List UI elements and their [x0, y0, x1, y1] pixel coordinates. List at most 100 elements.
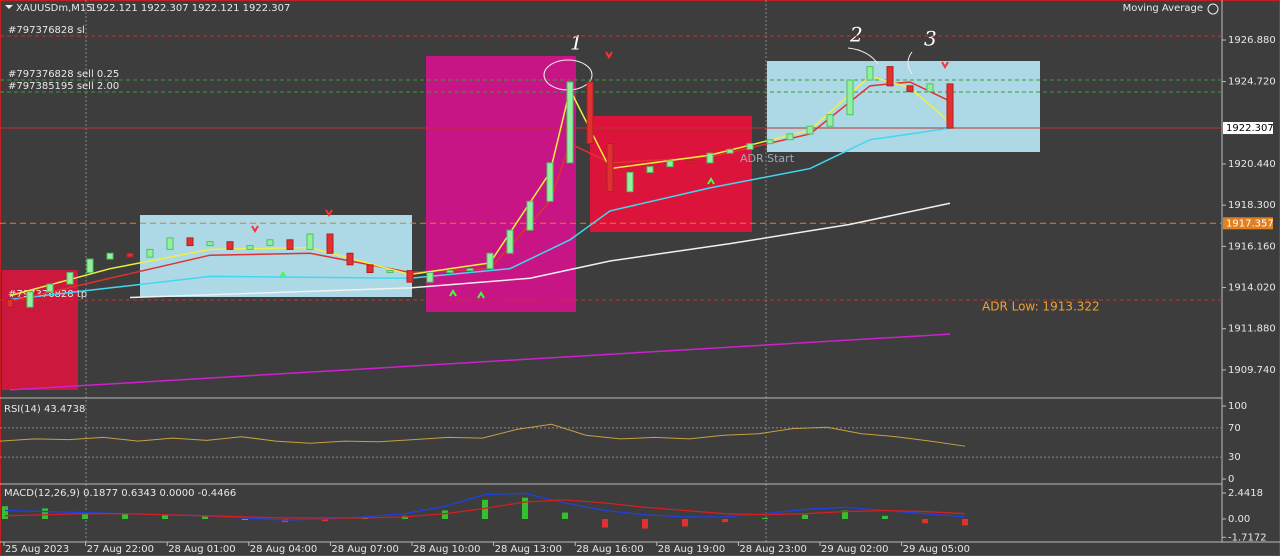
macd-bar	[482, 499, 488, 520]
macd-tick-label: -1.7172	[1228, 532, 1267, 543]
candle	[386, 270, 394, 274]
macd-bar	[2, 506, 8, 520]
rsi-label: RSI(14) 43.4738	[4, 404, 85, 415]
note-stroke	[847, 47, 913, 75]
adr-start: ADR Start	[740, 152, 795, 165]
candle	[206, 241, 214, 247]
candle	[866, 66, 874, 81]
time-label: 28 Aug 16:00	[576, 544, 643, 555]
annotation: 1	[570, 31, 583, 55]
macd-bar	[882, 515, 888, 520]
time-label: 28 Aug 23:00	[739, 544, 806, 555]
candle	[46, 283, 54, 293]
order-label: #797376828 sl	[8, 25, 85, 36]
macd-tick-label: 2.4418	[1228, 488, 1263, 499]
candle	[86, 258, 94, 274]
sell-arrow	[251, 51, 949, 233]
macd-label: MACD(12,26,9) 0.1877 0.6343 0.0000 -0.44…	[4, 488, 236, 499]
macd-bar	[202, 515, 208, 520]
macd-bar	[162, 514, 168, 520]
rsi-tick-label: 70	[1228, 423, 1241, 434]
price-tick-label: 1918.300	[1228, 200, 1276, 211]
zone	[140, 215, 412, 297]
candle	[906, 85, 914, 93]
candle	[846, 79, 854, 116]
candle	[6, 298, 14, 308]
candle	[66, 272, 74, 285]
price-tick-label: 1916.160	[1228, 241, 1276, 252]
candle	[26, 291, 34, 308]
macd-bar	[242, 519, 248, 521]
candle	[926, 83, 934, 93]
candle	[566, 81, 574, 164]
level-box	[1223, 217, 1273, 230]
current-price-label: 1922.307	[1226, 123, 1274, 134]
macd-bar	[642, 519, 648, 529]
candle	[806, 125, 814, 135]
symbol: XAUUSDm,M15	[16, 3, 93, 14]
time-label: 28 Aug 10:00	[413, 544, 480, 555]
macd-bar	[42, 508, 48, 520]
rsi-tick-label: 100	[1228, 401, 1247, 412]
annotation: 2	[849, 23, 863, 47]
macd-bar	[82, 512, 88, 520]
macd-bar	[602, 519, 608, 528]
candle	[586, 81, 594, 145]
macd-bar	[522, 497, 528, 520]
price-tick-label: 1926.880	[1228, 35, 1276, 46]
candle	[746, 143, 754, 150]
menu-arrow[interactable]	[5, 5, 13, 9]
candle	[246, 245, 254, 250]
candle	[766, 139, 774, 145]
moving-average	[9, 127, 951, 301]
macd-bar	[122, 513, 128, 520]
zone	[2, 270, 78, 390]
candle	[126, 252, 134, 258]
candle	[306, 233, 314, 250]
time-label: 28 Aug 19:00	[658, 544, 725, 555]
price-tick-label: 1911.880	[1228, 324, 1276, 335]
macd-bar	[682, 519, 688, 527]
indicator-name: Moving Average	[1123, 3, 1203, 14]
rsi-line	[0, 423, 966, 447]
candle	[446, 270, 454, 274]
candle	[406, 270, 414, 283]
level-label: 1917.357	[1226, 218, 1274, 229]
time-label: 28 Aug 13:00	[495, 544, 562, 555]
quote: 1922.121 1922.307 1922.121 1922.307	[90, 3, 290, 14]
time-label: 28 Aug 07:00	[331, 544, 398, 555]
candle	[646, 166, 654, 173]
candle	[146, 248, 154, 258]
candle	[366, 264, 374, 274]
indicator-icon[interactable]	[1207, 3, 1219, 15]
macd-bar	[722, 519, 728, 523]
candle	[506, 229, 514, 254]
macd-bar	[442, 510, 448, 520]
annotation: 3	[924, 27, 937, 51]
order-label: #797376828 sell 0.25	[8, 69, 119, 80]
candle	[606, 143, 614, 193]
rsi-tick-label: 30	[1228, 452, 1241, 463]
price-tick-label: 1920.440	[1228, 159, 1276, 170]
candle	[286, 239, 294, 250]
macd-bar	[762, 517, 768, 520]
candle	[706, 152, 714, 164]
macd-tick-label: 0.00	[1228, 514, 1250, 525]
price-tick-label: 1914.020	[1228, 283, 1276, 294]
time-label: 27 Aug 22:00	[87, 544, 154, 555]
moving-average	[129, 202, 951, 299]
macd-bar	[802, 514, 808, 520]
candle	[826, 114, 834, 127]
candle	[326, 233, 334, 254]
candle	[546, 162, 554, 202]
price-tick-label: 1924.720	[1228, 77, 1276, 88]
candle	[686, 160, 694, 164]
moving-average	[9, 81, 951, 303]
rsi-tick-label: 0	[1228, 474, 1234, 485]
buy-arrow	[279, 177, 715, 299]
macd-bar	[962, 519, 968, 526]
candle	[526, 200, 534, 231]
time-label: 28 Aug 04:00	[250, 544, 317, 555]
macd-bar	[922, 519, 928, 524]
